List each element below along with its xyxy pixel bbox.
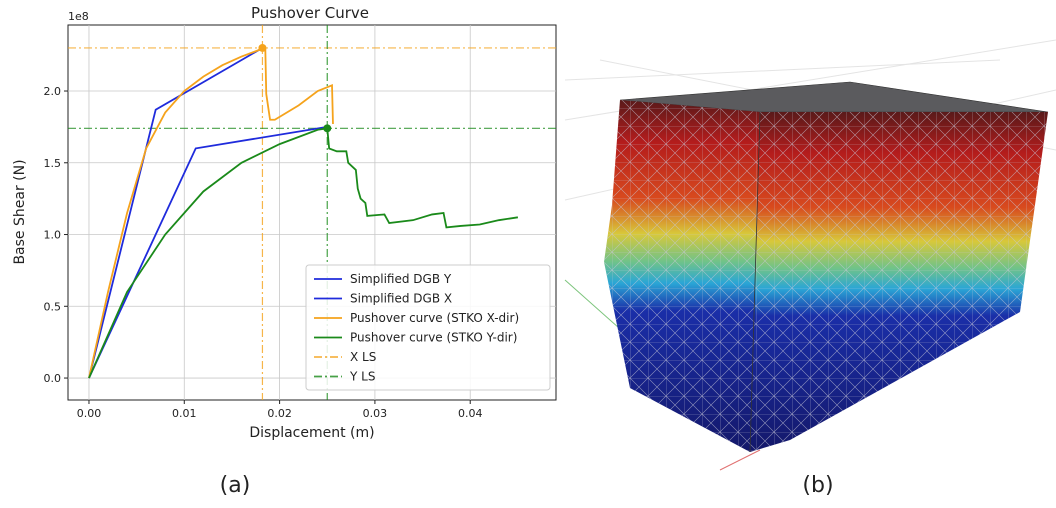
y-tick-label: 0.0 xyxy=(44,372,62,385)
limit-point xyxy=(323,124,332,133)
x-tick-label: 0.02 xyxy=(267,407,292,420)
limit-point xyxy=(258,43,267,52)
legend-label: X LS xyxy=(350,350,376,364)
caption: (a) xyxy=(220,473,251,498)
series-line xyxy=(88,47,334,379)
plot-frame xyxy=(67,24,557,401)
series-line xyxy=(88,47,263,379)
legend-label: Pushover curve (STKO Y-dir) xyxy=(350,331,517,345)
caption: (b) xyxy=(802,473,833,498)
render-3d xyxy=(564,39,1056,471)
x-tick-label: 0.03 xyxy=(363,407,388,420)
legend-label: Y LS xyxy=(349,370,375,384)
x-tick-label: 0.01 xyxy=(172,407,197,420)
x-tick-label: 0.00 xyxy=(77,407,102,420)
y-tick-label: 1.5 xyxy=(44,157,62,170)
y-tick-label: 2.0 xyxy=(44,85,62,98)
y-tick-label: 1.0 xyxy=(44,229,62,242)
y-axis-label: Base Shear (N) xyxy=(12,159,28,264)
legend-label: Simplified DGB X xyxy=(350,292,452,306)
x-tick-label: 0.04 xyxy=(458,407,483,420)
legend-label: Pushover curve (STKO X-dir) xyxy=(350,311,519,325)
legend-box xyxy=(305,264,551,391)
y-offset: 1e8 xyxy=(68,10,89,23)
series-line xyxy=(88,127,519,379)
series-line xyxy=(88,126,328,379)
chart-title: Pushover Curve xyxy=(251,4,369,22)
legend-label: Simplified DGB Y xyxy=(350,272,452,286)
y-tick-label: 0.5 xyxy=(44,300,62,313)
x-axis-label: Displacement (m) xyxy=(249,425,374,441)
